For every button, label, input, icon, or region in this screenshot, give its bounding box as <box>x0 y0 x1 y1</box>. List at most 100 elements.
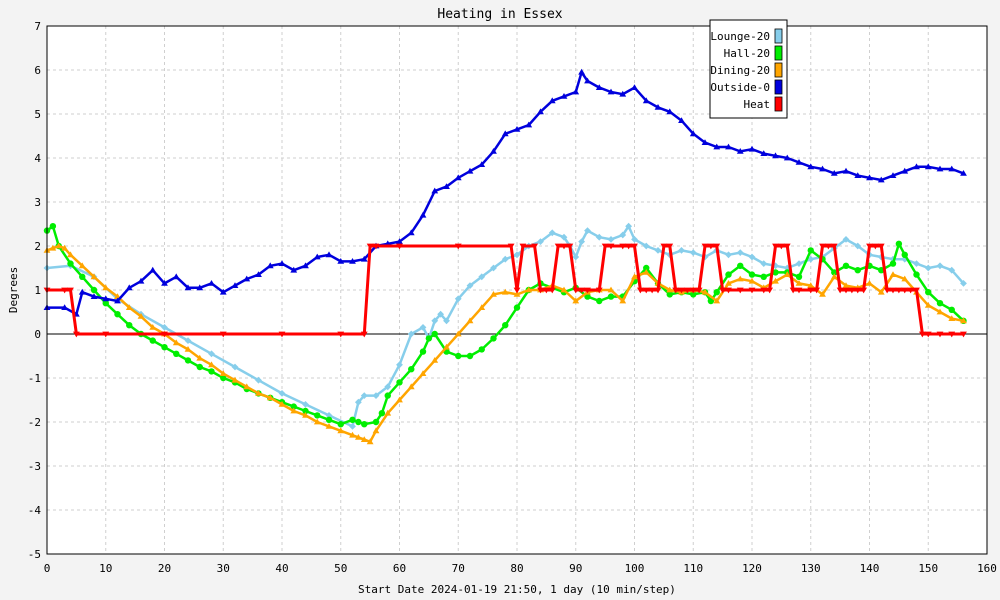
data-point <box>889 260 897 267</box>
data-point <box>454 243 462 250</box>
data-point <box>560 93 568 99</box>
data-point <box>842 236 850 243</box>
data-point <box>431 330 438 338</box>
y-tick-label: 5 <box>34 108 41 121</box>
data-point <box>795 159 803 165</box>
data-point <box>360 255 368 262</box>
data-point <box>925 289 932 296</box>
data-point <box>807 247 814 254</box>
data-point <box>642 287 650 294</box>
data-point <box>760 273 767 280</box>
data-point <box>871 243 879 250</box>
data-point <box>384 383 392 391</box>
data-point <box>290 403 297 410</box>
data-point <box>478 346 485 353</box>
data-point <box>889 287 897 294</box>
data-point <box>842 287 850 294</box>
legend-label: Heat <box>744 98 771 111</box>
data-point <box>378 410 386 417</box>
data-point <box>642 242 650 250</box>
data-point <box>807 255 815 263</box>
data-point <box>172 339 180 346</box>
data-point <box>777 243 785 250</box>
data-point <box>572 88 580 95</box>
data-point <box>325 416 333 423</box>
data-point <box>913 271 920 278</box>
data-point <box>707 243 715 250</box>
y-tick-label: 6 <box>34 64 41 77</box>
data-point <box>455 352 462 360</box>
series-line <box>47 70 964 316</box>
data-point <box>819 291 826 297</box>
data-point <box>513 126 521 132</box>
data-point <box>901 287 909 294</box>
data-point <box>313 418 321 425</box>
data-point <box>137 313 145 319</box>
data-point <box>431 317 439 325</box>
data-point <box>431 357 439 363</box>
data-point <box>372 427 380 434</box>
data-point <box>290 407 298 414</box>
data-point <box>795 287 803 294</box>
y-tick-label: 0 <box>34 328 41 341</box>
data-point <box>725 251 732 259</box>
data-point <box>137 277 145 284</box>
data-point <box>960 331 967 338</box>
data-point <box>766 287 774 294</box>
data-point <box>548 229 556 237</box>
data-point <box>184 357 192 364</box>
data-point <box>889 172 897 178</box>
x-tick-label: 50 <box>334 562 347 575</box>
data-point <box>431 187 439 194</box>
data-point <box>513 304 521 311</box>
data-point <box>184 337 192 344</box>
data-point <box>548 287 556 294</box>
data-point <box>831 269 838 276</box>
data-point <box>278 331 286 338</box>
data-point <box>466 167 474 174</box>
data-point <box>889 271 897 277</box>
data-point <box>596 297 603 305</box>
data-point <box>642 97 650 104</box>
data-point <box>196 363 203 371</box>
data-point <box>830 243 838 250</box>
data-point <box>854 267 861 274</box>
data-point <box>349 423 356 430</box>
x-tick-label: 60 <box>393 562 406 575</box>
data-point <box>243 275 251 282</box>
data-point <box>748 271 756 278</box>
data-point <box>830 273 838 280</box>
data-point <box>525 121 533 128</box>
x-tick-label: 20 <box>158 562 171 575</box>
data-point <box>636 287 644 294</box>
data-point <box>67 260 74 267</box>
legend-swatch <box>774 45 783 61</box>
data-point <box>372 418 380 426</box>
data-point <box>314 412 321 419</box>
data-point <box>501 130 509 137</box>
data-point <box>396 243 403 250</box>
data-point <box>337 258 345 264</box>
data-point <box>913 287 920 294</box>
data-point <box>360 436 368 442</box>
data-point <box>683 287 691 294</box>
data-point <box>895 287 903 294</box>
data-point <box>678 287 685 294</box>
data-point <box>913 163 920 170</box>
data-point <box>313 253 321 260</box>
data-point <box>161 344 168 351</box>
data-point <box>895 240 903 247</box>
data-point <box>948 331 956 338</box>
data-point <box>219 370 227 376</box>
data-point <box>619 90 627 97</box>
data-point <box>654 247 662 254</box>
chart-title: Heating in Essex <box>437 7 562 22</box>
data-point <box>848 287 856 294</box>
data-point <box>466 317 474 324</box>
data-point <box>619 297 627 304</box>
data-point <box>349 416 356 423</box>
data-point <box>208 361 215 368</box>
data-point <box>883 287 891 294</box>
data-point <box>795 260 803 267</box>
data-point <box>842 262 850 269</box>
